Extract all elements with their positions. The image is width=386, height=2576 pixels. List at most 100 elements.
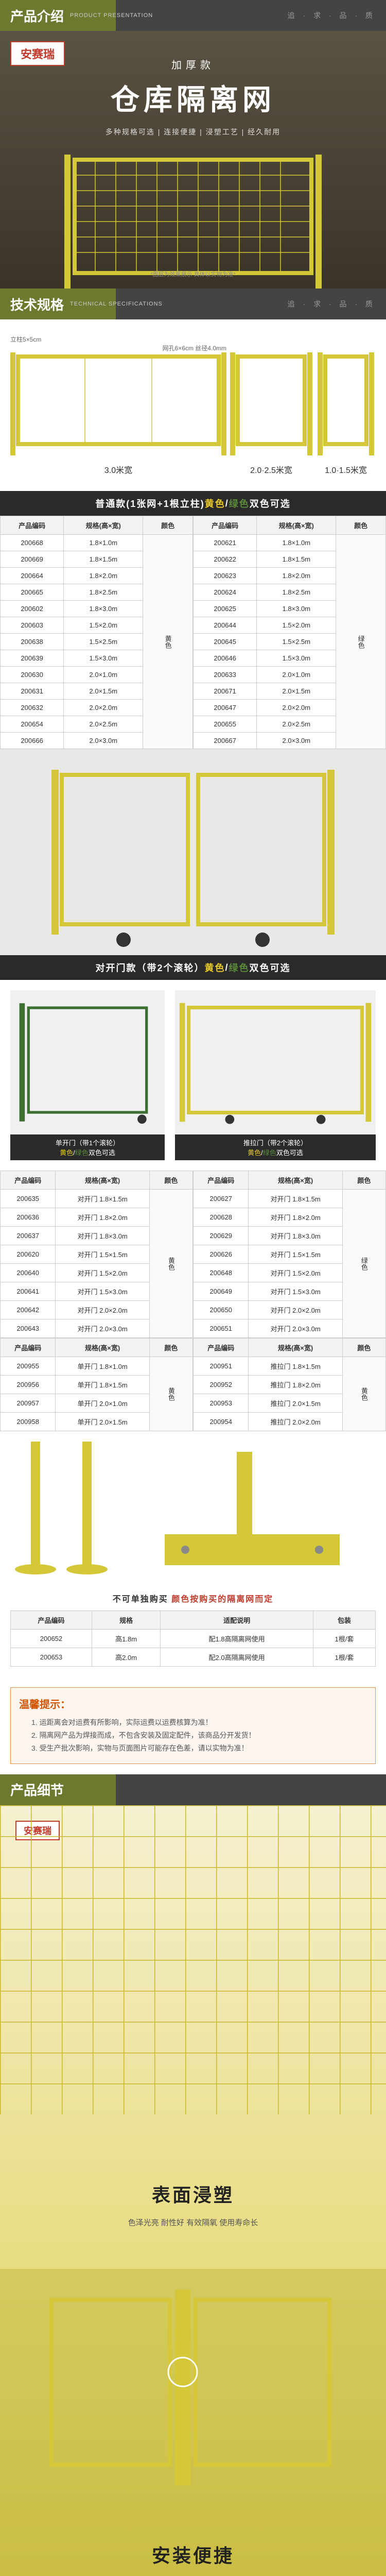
cell-spec: 2.0×3.0m	[64, 733, 143, 749]
cell-code: 200632	[1, 700, 64, 716]
cell-code: 200647	[194, 700, 257, 716]
cell-spec: 单开门 1.8×1.5m	[56, 1376, 149, 1394]
brand-logo: 安赛瑞	[10, 41, 65, 66]
th: 产品编码	[11, 1611, 92, 1630]
size-label: 2.0·2.5米宽	[226, 463, 316, 476]
table-row: 200635对开门 1.8×1.5m黄色	[1, 1190, 193, 1208]
cell-code: 200649	[194, 1282, 249, 1301]
section-title-en: TECHNICAL SPECIFICATIONS	[70, 301, 163, 307]
th: 适配说明	[161, 1611, 313, 1630]
pushpull-door-illustration	[175, 990, 376, 1134]
double-door-illustration	[0, 749, 386, 955]
cell-code: 200639	[1, 650, 64, 667]
section-header-detail: 产品细节	[0, 1774, 386, 1805]
color-green: 绿色	[229, 497, 250, 510]
section-dots: 追 · 求 · 品 · 质	[288, 10, 386, 21]
th: 包装	[313, 1611, 375, 1630]
sep: /	[225, 498, 229, 509]
hero-title: 仓库隔离网	[111, 77, 275, 118]
cell-spec: 2.0×1.5m	[257, 683, 336, 700]
cell-spec: 1.5×3.0m	[257, 650, 336, 667]
cell-code: 200625	[194, 601, 257, 617]
mesh-bg	[0, 1805, 386, 2114]
cell-spec: 2.0×1.0m	[257, 667, 336, 683]
th: 产品编码	[194, 516, 257, 535]
cell-code: 200623	[194, 568, 257, 584]
cell-code: 200633	[194, 667, 257, 683]
cell-code: 200654	[1, 716, 64, 733]
cell-color: 黄色	[143, 535, 193, 749]
cell-spec: 1.8×1.0m	[257, 535, 336, 551]
section-header-intro: 产品介绍 PRODUCT PRESENTATION 追 · 求 · 品 · 质	[0, 0, 386, 31]
cell-code: 200669	[1, 551, 64, 568]
table-door-green: 产品编码规格(高×宽)颜色 200627对开门 1.8×1.5m绿色200628…	[193, 1171, 386, 1338]
color-green: 绿色	[229, 961, 250, 974]
cell-code: 200668	[1, 535, 64, 551]
cell-code: 200665	[1, 584, 64, 601]
cell-spec: 1.8×3.0m	[257, 601, 336, 617]
cell-spec: 1.8×2.0m	[257, 568, 336, 584]
cell-spec: 推拉门 1.8×2.0m	[249, 1376, 342, 1394]
cell-spec: 对开门 1.8×1.5m	[249, 1190, 342, 1208]
cell-code: 200666	[1, 733, 64, 749]
detail-desc: 色泽光亮 耐性好 有效隔氧 使用寿命长	[128, 2217, 258, 2228]
table-single-door: 产品编码规格(高×宽)颜色 200955单开门 1.8×1.0m黄色200956…	[0, 1338, 193, 1431]
cell-spec: 对开门 1.5×3.0m	[56, 1282, 149, 1301]
acc-pre: 不可单独购买	[113, 1595, 171, 1604]
cell-color: 黄色	[149, 1190, 192, 1338]
cell-spec: 对开门 1.5×2.0m	[249, 1264, 342, 1282]
cell-code: 200651	[194, 1319, 249, 1338]
cell-spec: 对开门 2.0×3.0m	[249, 1319, 342, 1338]
cell-spec: 1.8×1.5m	[257, 551, 336, 568]
th: 产品编码	[194, 1338, 249, 1357]
th: 产品编码	[1, 516, 64, 535]
cell-code: 200638	[1, 634, 64, 650]
cell: 配1.8高隔离网使用	[161, 1630, 313, 1648]
section-header-spec: 技术规格 TECHNICAL SPECIFICATIONS 追 · 求 · 品 …	[0, 289, 386, 319]
cell-code: 200648	[194, 1264, 249, 1282]
post-annotation: 立柱5×5cm	[10, 335, 226, 344]
color-yellow: 黄色	[205, 961, 225, 974]
table-pushpull-door: 产品编码规格(高×宽)颜色 200951推拉门 1.8×1.5m黄色200952…	[193, 1338, 386, 1431]
size-label: 1.0·1.5米宽	[316, 463, 376, 476]
single-door-label: 单开门（带1个滚轮） 黄色/绿色双色可选	[10, 1134, 165, 1160]
cell-code: 200641	[1, 1282, 56, 1301]
cell-code: 200664	[1, 568, 64, 584]
th: 规格(高×宽)	[56, 1338, 149, 1357]
y: 黄色	[248, 1149, 261, 1157]
th: 颜色	[149, 1171, 192, 1190]
cell-spec: 对开门 2.0×2.0m	[249, 1301, 342, 1319]
hero-tag: 加厚款	[171, 57, 215, 72]
hero-subtitle: 多种规格可选 | 连接便捷 | 浸塑工艺 | 经久耐用	[106, 127, 280, 137]
cell-color: 绿色	[336, 535, 386, 749]
table-row: 2006211.8×1.0m绿色	[194, 535, 386, 551]
post-accessory-illustration	[10, 1442, 124, 1575]
cell-spec: 对开门 2.0×2.0m	[56, 1301, 149, 1319]
cell-spec: 2.0×1.5m	[64, 683, 143, 700]
table-standard-green: 产品编码 规格(高×宽) 颜色 2006211.8×1.0m绿色2006221.…	[193, 516, 386, 749]
cell-code: 200621	[194, 535, 257, 551]
cell-spec: 单开门 2.0×1.5m	[56, 1413, 149, 1431]
cell-code: 200957	[1, 1394, 56, 1413]
g: 绿色	[75, 1149, 89, 1157]
th: 颜色	[342, 1338, 385, 1357]
cell-code: 200671	[194, 683, 257, 700]
cell-code: 200956	[1, 1376, 56, 1394]
cell-code: 200627	[194, 1190, 249, 1208]
door-variants-section: 单开门（带1个滚轮） 黄色/绿色双色可选 推拉门（带2个滚轮） 黄色/绿色双色可…	[0, 980, 386, 1171]
diagram-2m	[230, 352, 312, 455]
th: 规格(高×宽)	[249, 1338, 342, 1357]
cell-spec: 1.5×2.0m	[257, 617, 336, 634]
warning-text: 2. 隔离网产品为焊接而成，不包含安装及固定配件，该商品分开发货！	[31, 1731, 256, 1739]
banner-text: 普通款(1张网+1根立柱)	[95, 497, 205, 510]
cell-code: 200952	[194, 1376, 249, 1394]
cell-spec: 2.0×2.0m	[64, 700, 143, 716]
th: 规格(高×宽)	[64, 516, 143, 535]
cell-spec: 对开门 1.8×1.5m	[56, 1190, 149, 1208]
accessory-photos	[0, 1431, 386, 1586]
cell-spec: 对开门 1.5×2.0m	[56, 1264, 149, 1282]
accessory-table: 产品编码 规格 适配说明 包装 200652高1.8m配1.8高隔离网使用1根/…	[10, 1611, 376, 1667]
table-door-yellow: 产品编码规格(高×宽)颜色 200635对开门 1.8×1.5m黄色200636…	[0, 1171, 193, 1338]
cell-code: 200622	[194, 551, 257, 568]
cell-code: 200603	[1, 617, 64, 634]
